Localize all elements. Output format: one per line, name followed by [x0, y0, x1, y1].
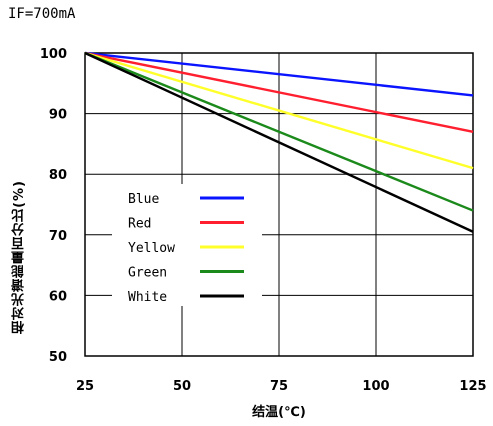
- x-tick-label: 25: [76, 379, 94, 394]
- y-tick-label: 80: [49, 168, 67, 183]
- series-lines: [84, 51, 474, 233]
- y-tick-label: 90: [49, 108, 67, 123]
- condition-label: IF=700mA: [8, 6, 76, 22]
- y-tick-label: 50: [49, 350, 67, 365]
- x-axis-label: 结温(℃): [252, 404, 306, 420]
- legend-label-green: Green: [128, 266, 167, 281]
- legend-label-blue: Blue: [128, 192, 159, 207]
- legend: Blue Red Yellow Green White: [112, 184, 262, 306]
- x-tick-label: 50: [173, 379, 191, 394]
- series-line-yellow: [84, 51, 474, 170]
- series-line-white: [84, 51, 474, 233]
- x-tick-label: 100: [362, 379, 389, 394]
- legend-label-yellow: Yellow: [128, 241, 175, 256]
- x-tick-label: 125: [459, 379, 486, 394]
- legend-label-red: Red: [128, 217, 151, 232]
- series-line-blue: [84, 51, 474, 97]
- tick-labels: 25 50 75 100 125 50 60 70 80 90 100: [40, 47, 487, 394]
- series-line-red: [84, 51, 474, 133]
- y-tick-label: 100: [40, 47, 67, 62]
- y-tick-label: 60: [49, 289, 67, 304]
- x-tick-label: 75: [270, 379, 288, 394]
- series-line-green: [84, 51, 474, 212]
- legend-box: [112, 184, 262, 306]
- legend-label-white: White: [128, 290, 167, 305]
- y-tick-label: 70: [49, 229, 67, 244]
